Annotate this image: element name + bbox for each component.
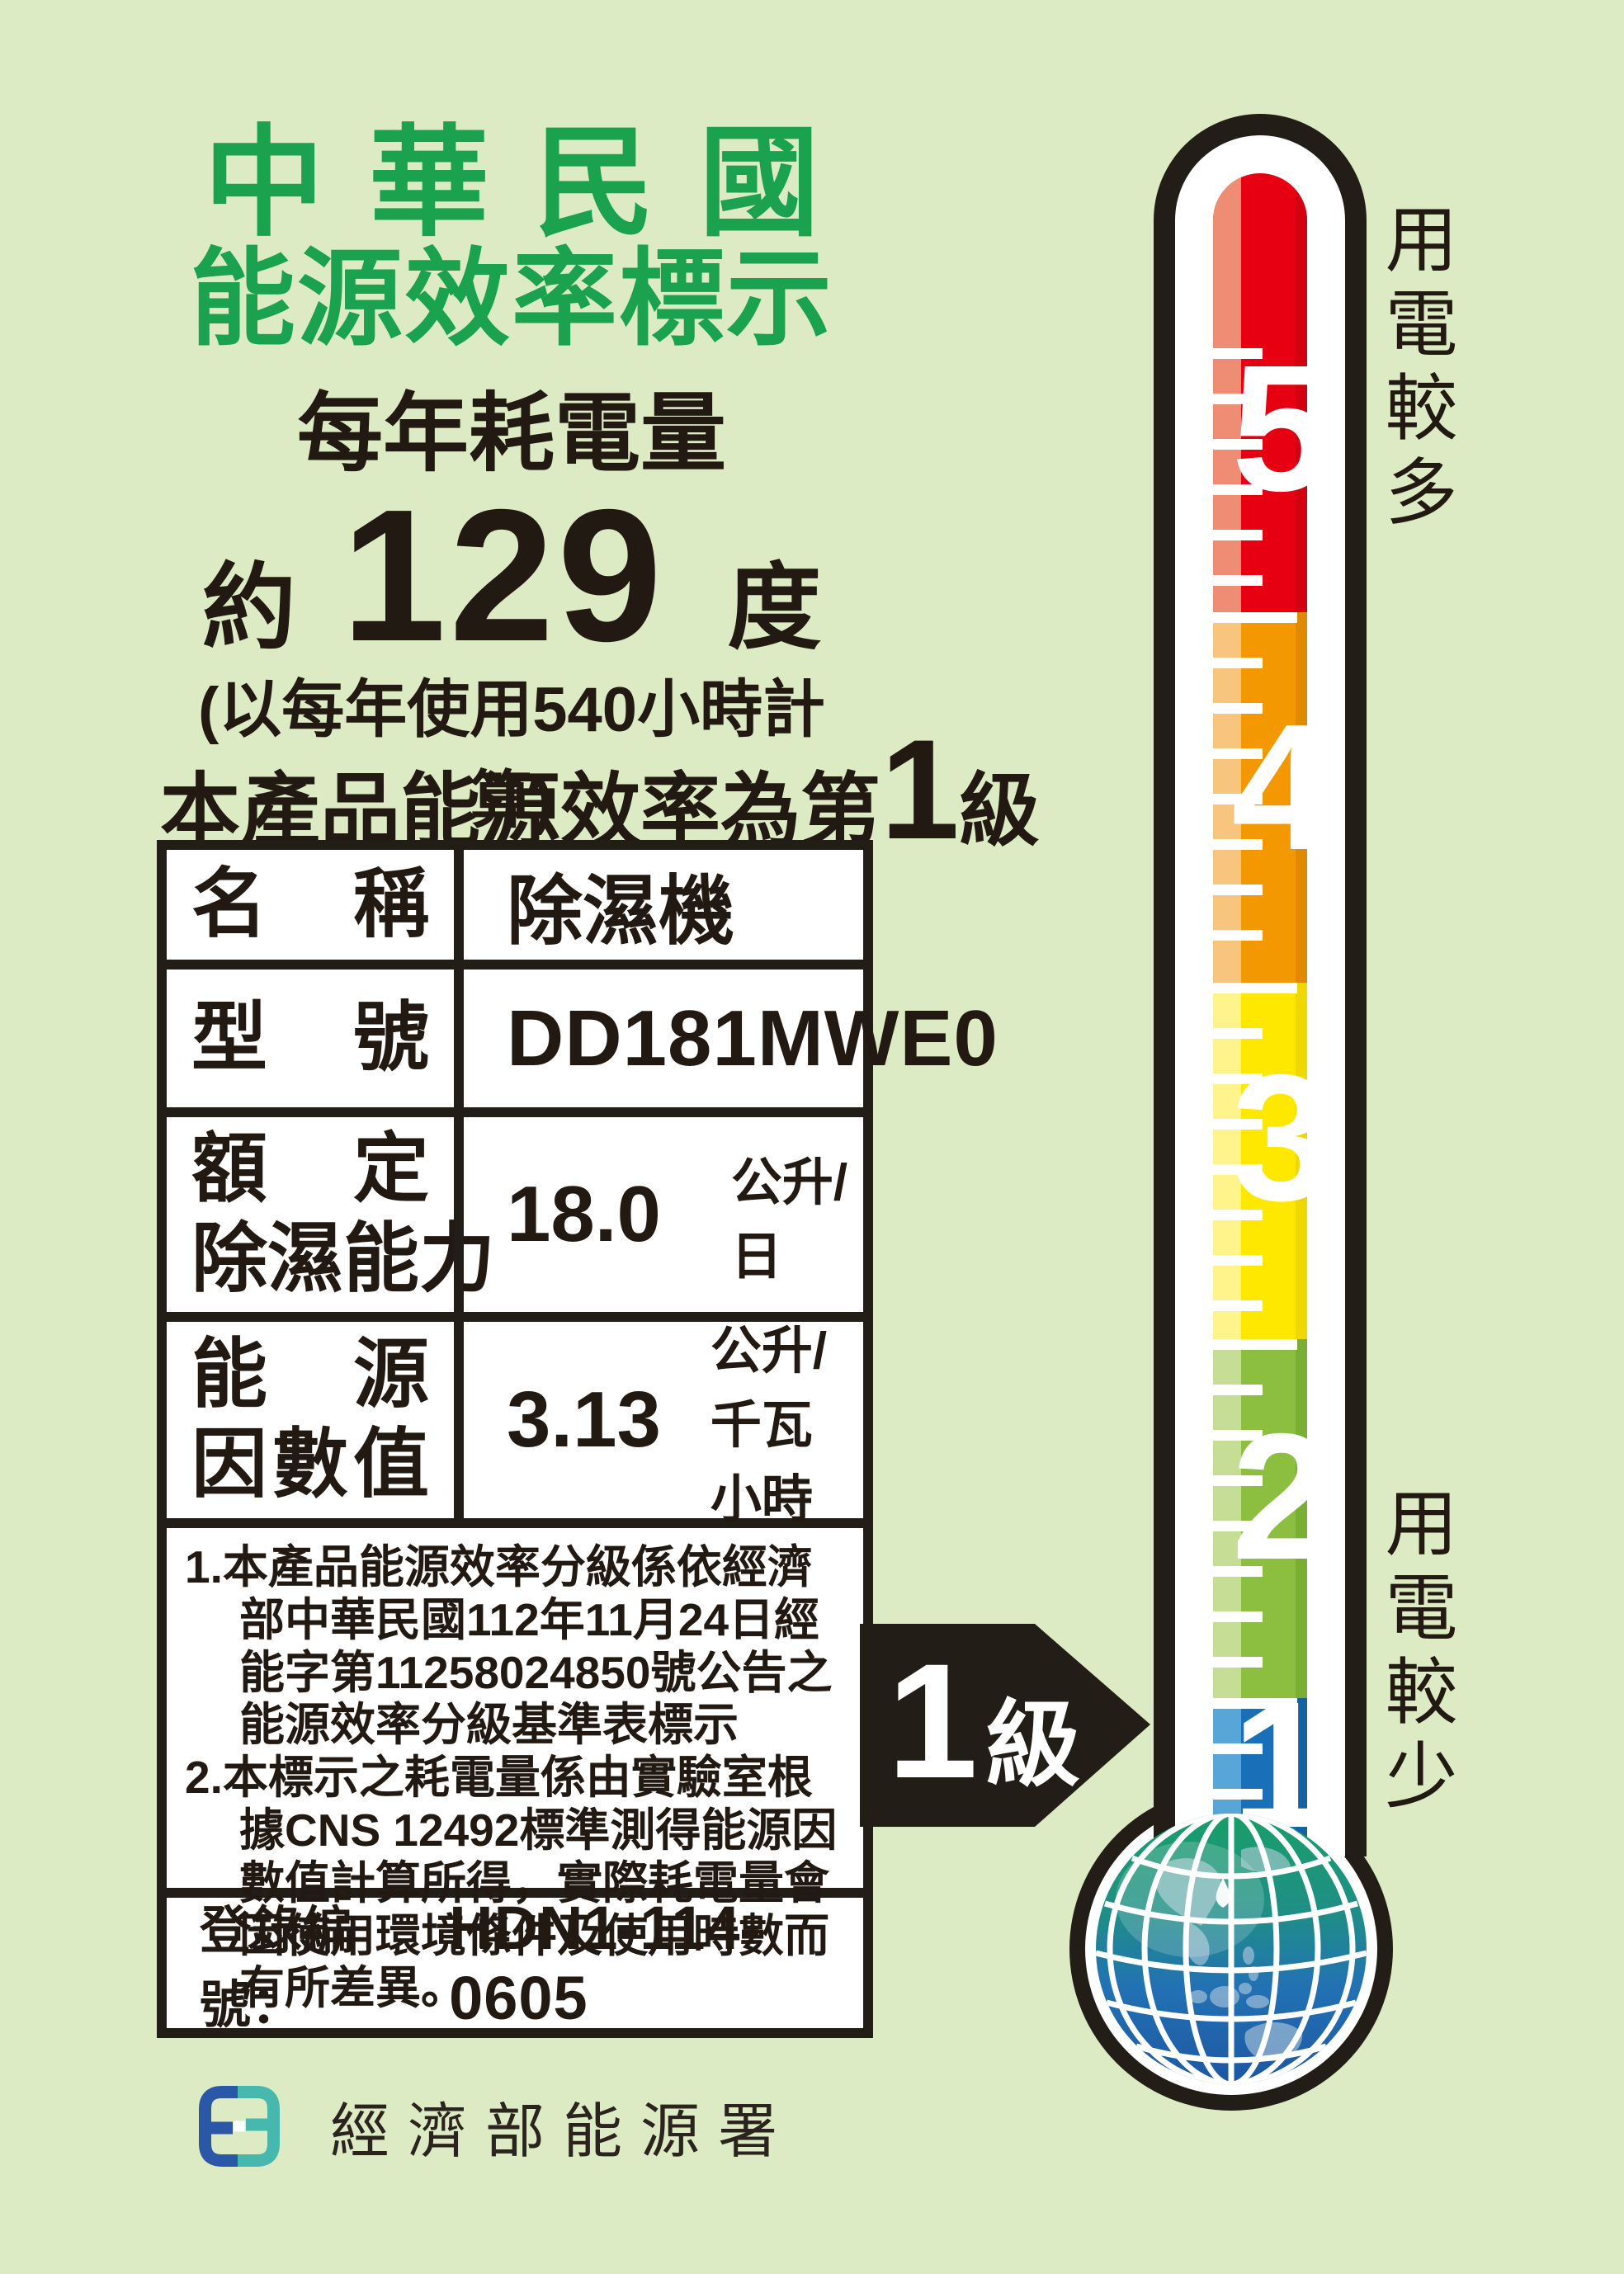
row-value-energy-factor: 3.13 公升/千瓦小時	[454, 1322, 863, 1518]
agency-footer: 經濟部能源署	[198, 2083, 795, 2169]
table-row-model: 型號 DD181MWE0	[167, 960, 863, 1107]
approx-prefix: 約	[202, 531, 296, 668]
scale-digits: 5 4 3 2 1	[1213, 173, 1307, 1856]
row-label-text: 型號	[191, 993, 429, 1083]
table-row-capacity: 額定 除濕能力 18.0 公升/日	[167, 1107, 863, 1312]
grade-pointer-arrow: 1 級	[860, 1624, 1150, 1827]
scale-digit-5: 5	[1213, 339, 1307, 519]
product-spec-table: 名稱 除濕機 型號 DD181MWE0 額定 除濕能力 18.0 公升/日	[157, 840, 873, 2038]
row-label-text: 額定	[191, 1125, 429, 1215]
arrow-grade-number: 1	[887, 1624, 978, 1819]
scale-digit-3: 3	[1213, 1049, 1307, 1229]
row-label-text: 名稱	[191, 860, 429, 950]
energy-administration-logo-icon	[198, 2085, 281, 2168]
scale-digit-4: 4	[1213, 698, 1307, 878]
label-title-line2: 能源效率標示	[157, 213, 866, 366]
globe-icon	[1066, 1784, 1396, 2114]
row-label-capacity: 額定 除濕能力	[167, 1117, 454, 1312]
legal-note-item: 本產品能源效率分級係依經濟部中華民國112年11月24日經能字第11258024…	[185, 1541, 842, 1752]
energy-efficiency-label: 中華民國 能源效率標示 每年耗電量 約 129 度 (以每年使用540小時計算)…	[0, 0, 1624, 2274]
scale-digit-2: 2	[1213, 1408, 1307, 1588]
row-label-text: 除濕能力	[191, 1215, 429, 1304]
registration-row: 登錄編號： HDN1-114-0605	[167, 1888, 863, 2028]
row-label-text: 因數值	[191, 1420, 429, 1510]
registration-number: HDN1-114-0605	[449, 1893, 863, 2033]
kwh-unit: 度	[727, 531, 821, 668]
row-value-capacity: 18.0 公升/日	[454, 1117, 863, 1312]
row-label-name: 名稱	[167, 850, 454, 960]
energy-factor-unit: 公升/千瓦小時	[710, 1309, 863, 1531]
row-value-model: DD181MWE0	[454, 970, 998, 1107]
registration-label: 登錄編號：	[200, 1889, 434, 2037]
row-label-model: 型號	[167, 970, 454, 1107]
capacity-value: 18.0	[507, 1169, 661, 1260]
arrow-grade-suffix: 級	[986, 1668, 1080, 1805]
product-name-value: 除濕機	[507, 850, 734, 960]
grade-sentence-suffix: 級	[960, 745, 1040, 861]
capacity-unit: 公升/日	[731, 1140, 863, 1289]
row-label-text: 能源	[191, 1330, 429, 1420]
annual-consumption-figure: 約 129 度	[157, 469, 866, 684]
arrow-grade-text: 1 級	[860, 1624, 1107, 1827]
annual-kwh-value: 129	[342, 469, 665, 684]
energy-factor-value: 3.13	[507, 1375, 661, 1465]
agency-name: 經濟部能源署	[330, 2083, 795, 2169]
thermometer-scale: 5 4 3 2 1	[1213, 173, 1307, 1856]
legal-notes: 本產品能源效率分級係依經濟部中華民國112年11月24日經能字第11258024…	[167, 1518, 863, 1888]
uses-more-power-label: 用電較多	[1363, 201, 1468, 538]
model-number-value: DD181MWE0	[507, 993, 998, 1084]
table-row-energy-factor: 能源 因數值 3.13 公升/千瓦小時	[167, 1312, 863, 1518]
row-label-energy-factor: 能源 因數值	[167, 1322, 454, 1518]
grade-number: 1	[880, 708, 960, 871]
table-row-name: 名稱 除濕機	[167, 850, 863, 960]
thermometer-inner-ring: 5 4 3 2 1	[1175, 135, 1345, 1856]
uses-less-power-label: 用電較少	[1363, 1485, 1468, 1822]
row-value-name: 除濕機	[454, 850, 863, 960]
thermometer: 5 4 3 2 1	[1154, 114, 1367, 1856]
